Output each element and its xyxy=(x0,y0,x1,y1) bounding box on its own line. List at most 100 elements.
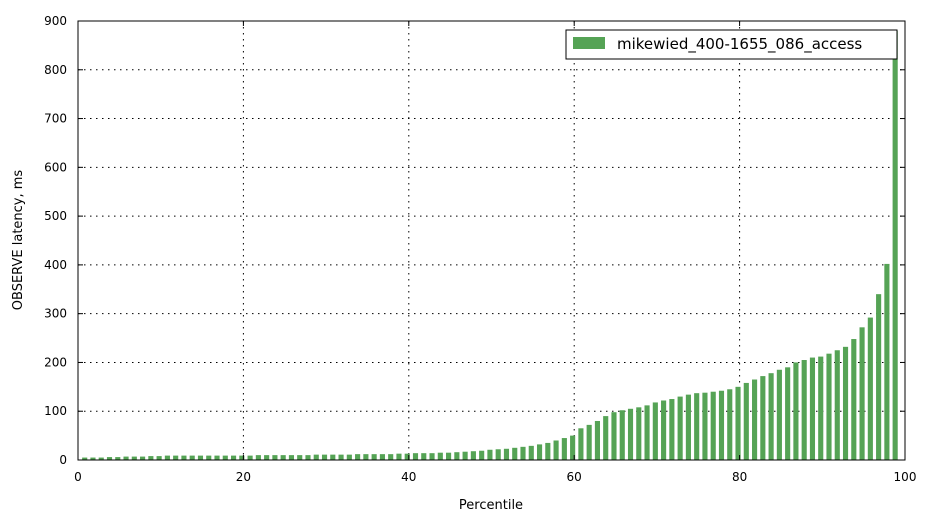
bar xyxy=(363,454,369,460)
bar xyxy=(834,350,840,460)
bar xyxy=(752,379,758,460)
bar xyxy=(230,455,237,460)
legend: mikewied_400-1655_086_access xyxy=(565,29,898,60)
bar xyxy=(396,453,402,460)
bar xyxy=(809,357,816,460)
bar xyxy=(710,391,716,460)
bar xyxy=(131,456,137,460)
bar xyxy=(718,390,725,460)
bar xyxy=(330,454,336,460)
y-tick-label: 500 xyxy=(44,209,67,223)
bar xyxy=(636,407,642,460)
bar xyxy=(727,389,733,460)
bar xyxy=(206,455,212,460)
bar xyxy=(82,457,88,460)
bar xyxy=(892,30,898,461)
y-tick-label: 0 xyxy=(59,453,67,467)
y-tick-label: 100 xyxy=(44,404,67,418)
bar xyxy=(487,449,493,460)
bar xyxy=(578,428,584,460)
bar xyxy=(768,373,774,460)
bar xyxy=(429,453,435,460)
bar xyxy=(421,453,427,460)
x-tick-label: 60 xyxy=(567,470,582,484)
bar xyxy=(702,392,708,460)
bar xyxy=(123,456,129,460)
x-tick-label: 40 xyxy=(401,470,416,484)
bar xyxy=(627,408,634,460)
bar xyxy=(851,339,857,460)
bar xyxy=(90,457,96,460)
bar xyxy=(685,394,691,460)
bar xyxy=(247,455,253,460)
y-tick-label: 200 xyxy=(44,355,67,369)
bar xyxy=(404,453,410,460)
bar xyxy=(280,455,286,460)
tick-labels: 0 20 40 60 80 100 0 100 200 300 400 500 600 700 800 900 xyxy=(44,14,916,484)
bar xyxy=(760,376,766,460)
bar xyxy=(346,454,352,460)
bar xyxy=(553,440,559,460)
bar xyxy=(801,360,807,460)
bar xyxy=(479,450,485,460)
bar xyxy=(164,455,170,460)
bar xyxy=(379,454,385,460)
bar xyxy=(545,442,551,460)
bar xyxy=(297,455,303,460)
x-tick-label: 80 xyxy=(732,470,747,484)
bar xyxy=(98,457,104,460)
grid-lines xyxy=(78,21,905,460)
bar xyxy=(214,455,220,460)
bar xyxy=(743,382,749,460)
bar xyxy=(826,353,832,460)
bar xyxy=(677,396,683,460)
y-tick-label: 300 xyxy=(44,307,67,321)
bar xyxy=(503,448,510,460)
bar xyxy=(561,438,567,460)
bar xyxy=(437,452,443,460)
bar xyxy=(412,453,419,460)
bar xyxy=(454,452,460,460)
x-axis-label: Percentile xyxy=(459,498,523,513)
bar xyxy=(594,420,601,460)
bar xyxy=(264,455,270,460)
bar xyxy=(570,435,576,460)
bar xyxy=(884,263,890,460)
bar xyxy=(355,454,361,460)
bar xyxy=(222,455,228,460)
y-tick-label: 900 xyxy=(44,14,67,28)
bar xyxy=(669,399,675,460)
bar xyxy=(818,356,824,460)
bar xyxy=(611,412,617,460)
bar xyxy=(876,294,882,460)
y-tick-label: 600 xyxy=(44,160,67,174)
bar xyxy=(661,400,667,460)
bar xyxy=(867,317,873,460)
bar xyxy=(536,444,543,460)
bar xyxy=(106,457,113,460)
bar xyxy=(156,456,162,460)
bar xyxy=(255,455,261,460)
bar xyxy=(305,455,311,460)
bar xyxy=(462,451,468,460)
bar xyxy=(776,369,782,460)
bar xyxy=(859,327,865,460)
bar xyxy=(528,445,534,460)
plot-frame xyxy=(77,20,906,461)
bar xyxy=(652,402,658,460)
bar xyxy=(644,405,650,460)
y-tick-label: 400 xyxy=(44,258,67,272)
bar xyxy=(495,449,501,460)
x-tick-label: 20 xyxy=(236,470,251,484)
bar xyxy=(189,455,195,460)
bar xyxy=(603,416,609,460)
bar xyxy=(321,454,328,460)
bar xyxy=(512,447,518,460)
legend-box xyxy=(565,29,898,60)
bar xyxy=(619,410,625,460)
bar xyxy=(239,455,245,460)
bar xyxy=(842,346,849,460)
bar xyxy=(694,393,700,460)
bar xyxy=(313,454,319,460)
bar xyxy=(371,454,377,460)
